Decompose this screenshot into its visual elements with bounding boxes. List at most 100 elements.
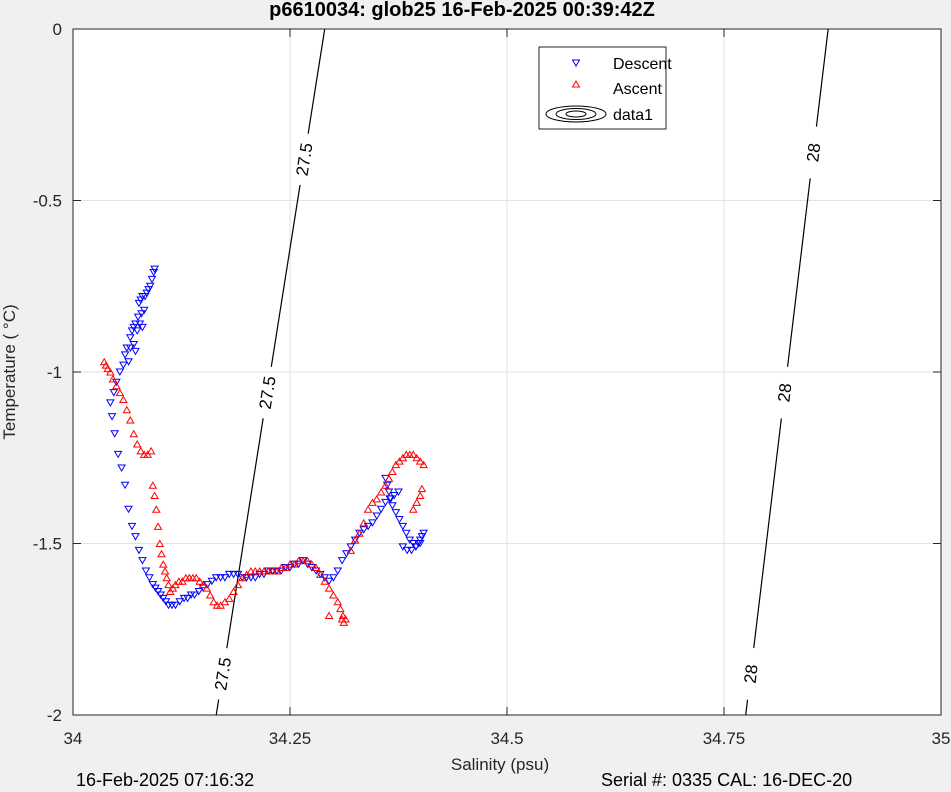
ascent-point xyxy=(355,529,364,537)
legend-contour-icon xyxy=(545,105,607,123)
descent-point xyxy=(368,519,377,527)
ascent-point xyxy=(408,505,418,513)
ascent-point xyxy=(276,563,286,572)
ascent-point xyxy=(198,580,208,589)
contour-line-28 xyxy=(786,178,811,367)
descent-point xyxy=(122,344,132,352)
ascent-point xyxy=(148,481,158,489)
descent-point xyxy=(394,488,403,497)
descent-point xyxy=(127,327,137,335)
legend-ascent-marker xyxy=(571,80,581,88)
ascent-point xyxy=(153,522,163,530)
y-tick-label: 0 xyxy=(53,20,62,39)
descent-point xyxy=(110,430,120,438)
descent-point xyxy=(398,522,408,531)
ascent-point xyxy=(381,481,390,489)
ascent-point xyxy=(205,590,215,599)
ascent-point xyxy=(157,549,166,558)
ascent-point xyxy=(105,368,115,376)
ascent-point xyxy=(298,556,308,565)
ascent-point xyxy=(132,440,142,448)
descent-point xyxy=(386,495,396,503)
descent-point xyxy=(415,540,425,548)
descent-point xyxy=(171,601,180,610)
descent-point xyxy=(117,464,126,473)
ascent-point xyxy=(376,488,386,496)
legend-ascent-label: Ascent xyxy=(613,81,662,98)
ascent-point xyxy=(311,563,321,572)
descent-point xyxy=(229,570,238,579)
descent-point xyxy=(329,574,338,582)
descent-point xyxy=(419,529,429,538)
ascent-point xyxy=(417,484,427,493)
descent-point xyxy=(145,574,154,582)
ascent-point xyxy=(268,566,278,575)
ascent-point xyxy=(307,560,317,568)
descent-point xyxy=(372,512,382,521)
descent-point xyxy=(211,574,221,582)
descent-point xyxy=(250,574,260,582)
ascent-point xyxy=(108,374,118,383)
ascent-point xyxy=(112,381,121,390)
ascent-point xyxy=(151,505,161,513)
ascent-point xyxy=(338,611,348,620)
ascent-point xyxy=(324,611,334,620)
ascent-point xyxy=(302,556,312,565)
legend-descent-label: Descent xyxy=(613,56,672,73)
descent-point xyxy=(147,275,157,284)
ascent-point xyxy=(158,560,168,568)
descent-point xyxy=(224,570,234,579)
ascent-point xyxy=(164,580,173,589)
ascent-point xyxy=(363,505,373,513)
descent-point xyxy=(134,299,144,308)
descent-point xyxy=(183,594,192,603)
contour-label: 27.5 xyxy=(256,375,280,411)
descent-point xyxy=(107,413,117,421)
descent-point xyxy=(133,313,143,322)
ascent-point xyxy=(191,573,201,582)
x-tick-label: 34.5 xyxy=(490,729,523,748)
grid xyxy=(73,29,941,715)
ascent-point xyxy=(160,566,170,575)
contour-label: 27.5 xyxy=(293,142,317,178)
footer-serial-cal: Serial #: 0335 CAL: 16-DEC-20 xyxy=(601,770,853,790)
descent-point xyxy=(175,598,185,606)
ascent-point xyxy=(125,416,135,424)
ascent-point xyxy=(150,491,159,499)
y-tick-label: -1 xyxy=(47,363,62,382)
contour-label: 27.5 xyxy=(211,656,235,692)
descent-point xyxy=(333,567,343,575)
descent-point xyxy=(394,515,404,524)
contour-line-27.5 xyxy=(307,28,326,134)
descent-point xyxy=(120,481,130,490)
ascent-point xyxy=(320,577,330,585)
contour-line-28 xyxy=(745,699,749,716)
descent-point xyxy=(125,334,135,342)
ascent-point xyxy=(209,597,218,606)
x-tick-label: 34.25 xyxy=(269,729,312,748)
ascent-point xyxy=(419,460,429,469)
y-tick-label: -0.5 xyxy=(33,192,62,211)
descent-point xyxy=(138,323,147,332)
descent-point xyxy=(384,488,394,497)
ascent-point xyxy=(415,491,425,499)
ascent-point xyxy=(415,457,425,465)
contour-line-28 xyxy=(815,28,829,127)
descent-point xyxy=(118,361,128,370)
x-tick-label: 34 xyxy=(64,729,83,748)
descent-point xyxy=(407,546,416,555)
ascent-point xyxy=(129,429,139,438)
x-tick-label: 35 xyxy=(932,729,951,748)
ascent-point xyxy=(229,587,238,596)
contour-line-27.5 xyxy=(226,418,264,649)
descent-point xyxy=(388,502,397,510)
ascent-point xyxy=(350,536,360,544)
descent-point xyxy=(401,529,411,538)
ascent-point xyxy=(384,474,394,482)
footer-timestamp: 16-Feb-2025 07:16:32 xyxy=(76,770,255,790)
descent-point xyxy=(134,546,144,555)
ascent-point xyxy=(346,546,356,554)
descent-point xyxy=(381,498,390,507)
ascent-point xyxy=(333,597,343,606)
